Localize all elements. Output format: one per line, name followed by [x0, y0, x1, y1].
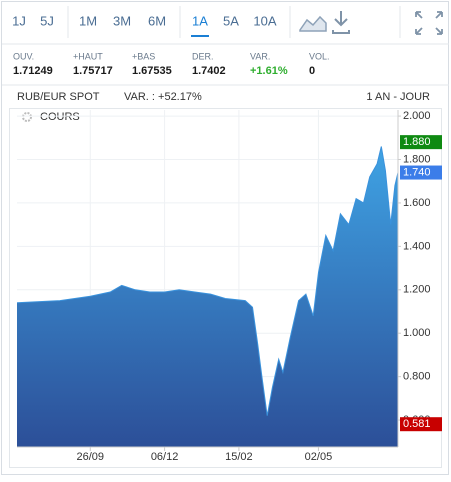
stat-value: 1.7402: [192, 65, 226, 77]
y-tick-label: 1.000: [403, 327, 431, 339]
period-button[interactable]: 5J: [40, 13, 54, 28]
active-underline: [191, 35, 209, 37]
period-button[interactable]: 1M: [79, 13, 97, 28]
legend-label: COURS: [40, 111, 80, 123]
line: [16, 146, 399, 416]
stat-value: +1.61%: [250, 65, 288, 77]
period-button[interactable]: 6M: [148, 13, 166, 28]
period-button[interactable]: 10A: [253, 13, 276, 28]
expand-icon[interactable]: [415, 11, 443, 35]
stat-value: 1.67535: [132, 65, 172, 77]
chart-title: RUB/EUR SPOT: [17, 91, 100, 103]
y-tick-label: 1.400: [403, 240, 431, 252]
legend[interactable]: COURS: [22, 111, 80, 123]
stat-label: VAR.: [250, 51, 270, 61]
period-button[interactable]: 1J: [12, 13, 26, 28]
line-chart-icon[interactable]: [299, 15, 327, 32]
price-badge-label: 1.880: [403, 136, 431, 148]
area: [17, 146, 398, 447]
stat-value: 0: [309, 65, 315, 77]
price-badge-label: 1.740: [403, 166, 431, 178]
stat-label: +BAS: [132, 51, 155, 61]
stat-label: OUV.: [13, 51, 34, 61]
y-tick-label: 1.600: [403, 197, 431, 209]
stat-value: 1.75717: [73, 65, 113, 77]
price-badge: [400, 417, 442, 432]
price-badge: [400, 135, 442, 150]
stat-value: 1.71249: [13, 65, 53, 77]
y-tick-label: 1.200: [403, 284, 431, 296]
period-button[interactable]: 1A: [192, 13, 208, 28]
y-tick-label: 2.000: [403, 110, 431, 122]
x-tick-label: 15/02: [225, 451, 253, 463]
chart-subtitle: VAR. : +52.17%: [124, 91, 202, 103]
period-button[interactable]: 5A: [223, 13, 239, 28]
period-button[interactable]: 3M: [113, 13, 131, 28]
x-tick-label: 06/12: [151, 451, 179, 463]
stat-label: DER.: [192, 51, 214, 61]
x-tick-label: 26/09: [77, 451, 105, 463]
toolbar-separators: [67, 6, 401, 38]
download-icon[interactable]: [332, 11, 350, 34]
stat-label: VOL.: [309, 51, 330, 61]
price-badge: [400, 165, 442, 180]
x-tick-label: 02/05: [305, 451, 333, 463]
chart-period: 1 AN - JOUR: [366, 91, 430, 103]
stat-label: +HAUT: [73, 51, 103, 61]
y-tick-label: 0.800: [403, 371, 431, 383]
y-tick-label: 1.800: [403, 153, 431, 165]
price-badge-label: 0.581: [403, 418, 431, 430]
